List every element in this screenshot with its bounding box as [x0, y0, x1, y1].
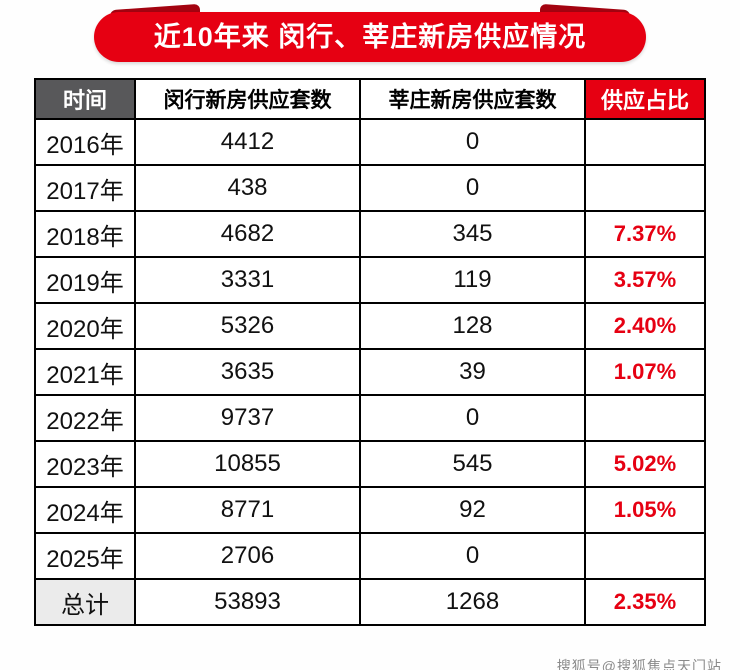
col-header-time: 时间 [34, 78, 136, 120]
ratio-cell [584, 532, 706, 580]
xinzhuang-cell: 345 [359, 210, 586, 258]
ratio-cell: 5.02% [584, 440, 706, 488]
ratio-cell: 1.07% [584, 348, 706, 396]
table-row: 2024年 8771 92 1.05% [34, 486, 706, 534]
year-cell: 2016年 [34, 118, 136, 166]
table-row: 2022年 9737 0 [34, 394, 706, 442]
year-cell: 2024年 [34, 486, 136, 534]
page-title: 近10年来 闵行、莘庄新房供应情况 [94, 12, 646, 62]
year-cell: 2023年 [34, 440, 136, 488]
xinzhuang-total-cell: 1268 [359, 578, 586, 626]
minhang-total-cell: 53893 [134, 578, 361, 626]
year-cell: 2022年 [34, 394, 136, 442]
year-cell: 2021年 [34, 348, 136, 396]
table-row: 2021年 3635 39 1.07% [34, 348, 706, 396]
total-row: 总计 53893 1268 2.35% [34, 578, 706, 626]
table-row: 2023年 10855 545 5.02% [34, 440, 706, 488]
ratio-cell: 3.57% [584, 256, 706, 304]
minhang-cell: 2706 [134, 532, 361, 580]
xinzhuang-cell: 0 [359, 532, 586, 580]
xinzhuang-cell: 0 [359, 164, 586, 212]
table-row: 2017年 438 0 [34, 164, 706, 212]
xinzhuang-cell: 0 [359, 394, 586, 442]
minhang-cell: 5326 [134, 302, 361, 350]
year-cell: 2017年 [34, 164, 136, 212]
minhang-cell: 10855 [134, 440, 361, 488]
table-row: 2018年 4682 345 7.37% [34, 210, 706, 258]
col-header-minhang: 闵行新房供应套数 [134, 78, 361, 120]
xinzhuang-cell: 92 [359, 486, 586, 534]
header-row: 时间 闵行新房供应套数 莘庄新房供应套数 供应占比 [34, 78, 706, 120]
xinzhuang-cell: 119 [359, 256, 586, 304]
supply-table: 时间 闵行新房供应套数 莘庄新房供应套数 供应占比 2016年 4412 0 2… [34, 78, 706, 626]
ratio-cell: 2.40% [584, 302, 706, 350]
table-row: 2016年 4412 0 [34, 118, 706, 166]
minhang-cell: 9737 [134, 394, 361, 442]
ratio-total-cell: 2.35% [584, 578, 706, 626]
total-label-cell: 总计 [34, 578, 136, 626]
minhang-cell: 438 [134, 164, 361, 212]
col-header-ratio: 供应占比 [584, 78, 706, 120]
xinzhuang-cell: 39 [359, 348, 586, 396]
table-row: 2020年 5326 128 2.40% [34, 302, 706, 350]
minhang-cell: 8771 [134, 486, 361, 534]
col-header-xinzhuang: 莘庄新房供应套数 [359, 78, 586, 120]
ratio-cell: 1.05% [584, 486, 706, 534]
year-cell: 2025年 [34, 532, 136, 580]
watermark-text: 搜狐号@搜狐焦点天门站 [556, 658, 722, 670]
minhang-cell: 3635 [134, 348, 361, 396]
table-row: 2025年 2706 0 [34, 532, 706, 580]
ratio-cell [584, 164, 706, 212]
ratio-cell [584, 118, 706, 166]
ratio-cell: 7.37% [584, 210, 706, 258]
xinzhuang-cell: 128 [359, 302, 586, 350]
year-cell: 2018年 [34, 210, 136, 258]
xinzhuang-cell: 545 [359, 440, 586, 488]
year-cell: 2020年 [34, 302, 136, 350]
minhang-cell: 3331 [134, 256, 361, 304]
minhang-cell: 4412 [134, 118, 361, 166]
ratio-cell [584, 394, 706, 442]
title-banner: 近10年来 闵行、莘庄新房供应情况 [94, 3, 646, 62]
minhang-cell: 4682 [134, 210, 361, 258]
year-cell: 2019年 [34, 256, 136, 304]
xinzhuang-cell: 0 [359, 118, 586, 166]
table-row: 2019年 3331 119 3.57% [34, 256, 706, 304]
